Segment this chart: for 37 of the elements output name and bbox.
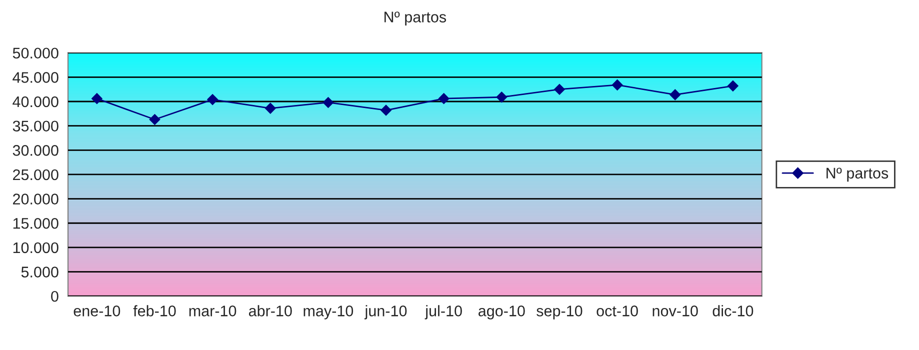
- x-tick-label: abr-10: [248, 305, 292, 316]
- y-tick-label: 50.000: [12, 48, 58, 59]
- y-tick-label: 0: [51, 290, 58, 302]
- y-tick-label: 30.000: [12, 145, 58, 156]
- y-tick-label: 40.000: [12, 96, 58, 108]
- x-tick-label: feb-10: [133, 305, 176, 316]
- x-tick-label: jul-10: [424, 305, 462, 320]
- x-tick-label: nov-10: [652, 306, 698, 316]
- x-tick-label: sep-10: [536, 306, 582, 320]
- x-tick-label: oct-10: [596, 306, 638, 316]
- point: [149, 114, 160, 125]
- y-tick-label: 25.000: [13, 169, 58, 180]
- point: [670, 89, 681, 100]
- x-tick-label: ago-10: [478, 306, 525, 320]
- point: [264, 102, 276, 114]
- y-tick-label: 15.000: [13, 218, 58, 229]
- y-tick-label: 35.000: [12, 120, 58, 132]
- x-tick-label: jun-10: [364, 305, 407, 320]
- y-tick-label: 20.000: [13, 194, 58, 204]
- point: [322, 97, 334, 108]
- point: [91, 93, 102, 104]
- x-tick-label: dic-10: [712, 305, 754, 316]
- legend-label: Nº partos: [826, 168, 888, 182]
- y-tick-label: 5.000: [21, 266, 58, 278]
- point: [207, 94, 218, 105]
- x-tick-label: ene-10: [74, 306, 120, 316]
- point: [612, 80, 623, 90]
- point: [554, 84, 565, 95]
- y-tick-label: 45.000: [12, 72, 58, 83]
- point: [438, 93, 450, 104]
- point: [728, 80, 738, 92]
- chart-title: Nº partos: [384, 12, 446, 26]
- x-tick-label: may-10: [304, 306, 354, 320]
- point: [496, 92, 508, 103]
- x-tick-label: mar-10: [189, 306, 236, 316]
- y-tick-label: 10.000: [13, 242, 58, 254]
- point: [380, 104, 392, 116]
